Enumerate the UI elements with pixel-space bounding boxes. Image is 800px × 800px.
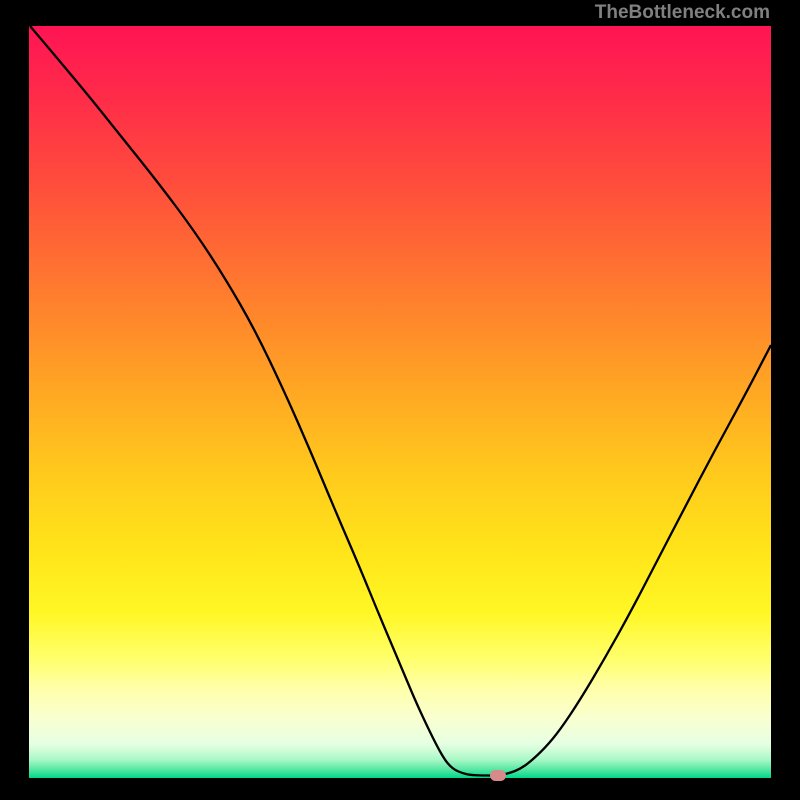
watermark-text: TheBottleneck.com — [595, 2, 770, 24]
chart-container: TheBottleneck.com — [0, 0, 800, 800]
optimal-point-marker — [490, 770, 506, 781]
plot-area — [29, 26, 771, 778]
bottleneck-curve — [29, 26, 771, 778]
